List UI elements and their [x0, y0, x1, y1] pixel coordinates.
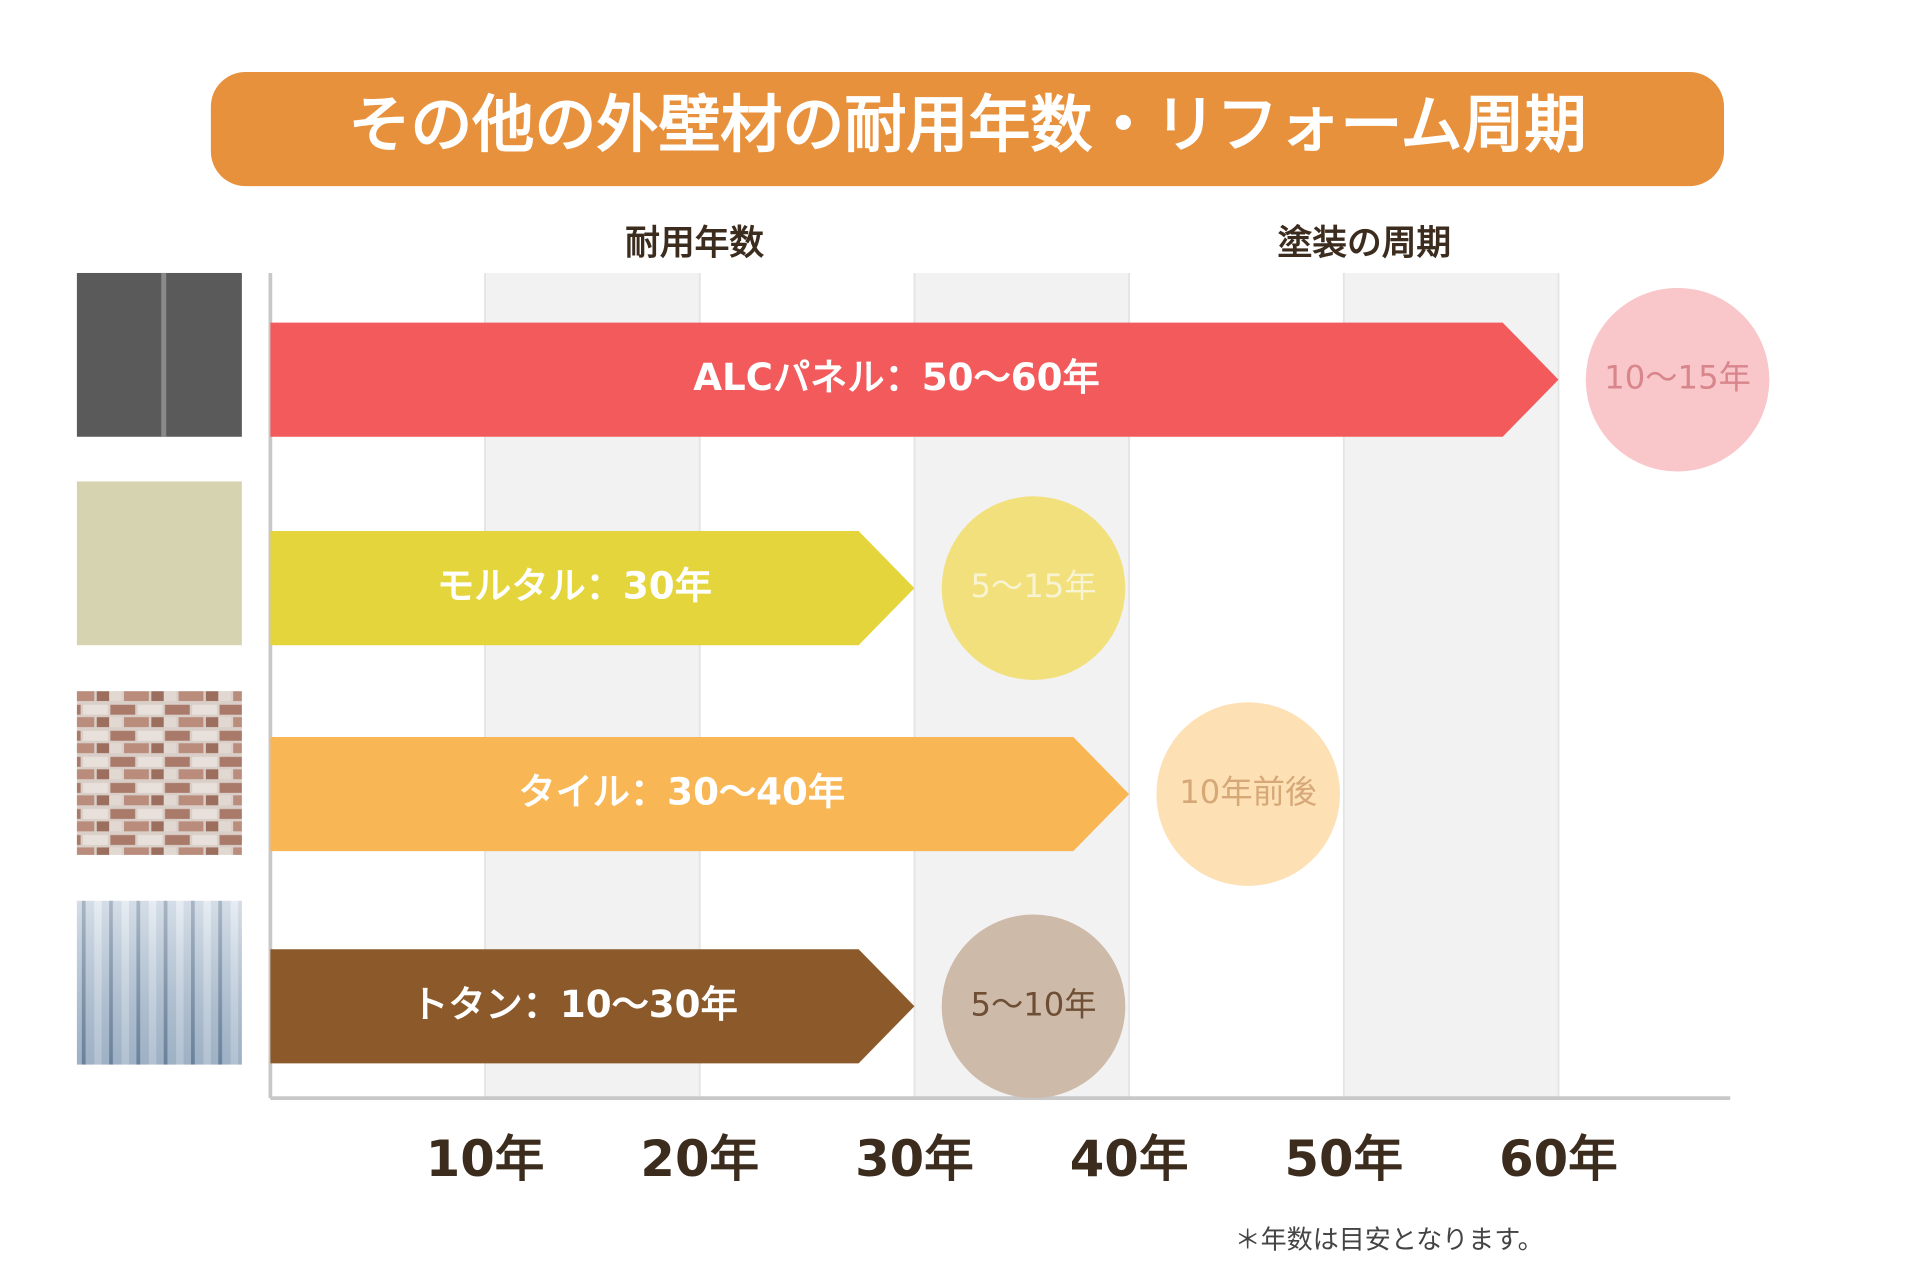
x-tick-label: 10年 — [426, 1130, 545, 1188]
bar-label: ALCパネル：50〜60年 — [693, 355, 1100, 399]
bar — [270, 949, 915, 1064]
bar-label: トタン：10〜30年 — [411, 982, 738, 1026]
note: ＊年数は目安となります。 — [1235, 1225, 1544, 1255]
value-header: 耐用年数 — [625, 223, 764, 263]
cycle-header: 塗装の周期 — [1278, 222, 1452, 263]
thumb-tin-shade — [76, 900, 242, 1065]
bar-label: モルタル：30年 — [437, 564, 712, 608]
x-tick-label: 40年 — [1070, 1130, 1189, 1188]
x-tick-label: 30年 — [855, 1130, 974, 1188]
x-tick-label: 60年 — [1499, 1130, 1618, 1188]
plot: 10年 20年 30年 40年 50年 60年 ALCパネル：50〜60年 10〜15年モルタ… — [268, 272, 1770, 1188]
bar-label: タイル：30〜40年 — [518, 770, 845, 814]
thumb-alc-joint — [161, 272, 167, 437]
x-tick-label: 20年 — [640, 1130, 759, 1188]
cycle-label: 10年前後 — [1179, 773, 1317, 811]
thumb-mortar — [76, 481, 242, 646]
bar — [270, 531, 915, 646]
cycle-label: 10〜15年 — [1604, 359, 1751, 397]
thumb-alc — [76, 272, 242, 437]
cycle-circle — [1156, 702, 1340, 886]
bar — [270, 737, 1130, 852]
cycle-circle — [941, 496, 1126, 680]
title-pill — [210, 71, 1725, 187]
cycle-label: 5〜10年 — [970, 985, 1096, 1023]
thumb-tile — [76, 691, 242, 855]
cycle-label: 5〜15年 — [970, 567, 1096, 605]
bar — [270, 322, 1559, 437]
chart-title: その他の外壁材の耐用年数・リフォーム周期 — [348, 88, 1586, 161]
cycle-circle — [1585, 287, 1770, 472]
cycle-circle — [941, 914, 1126, 1099]
x-tick-label: 50年 — [1284, 1130, 1403, 1188]
